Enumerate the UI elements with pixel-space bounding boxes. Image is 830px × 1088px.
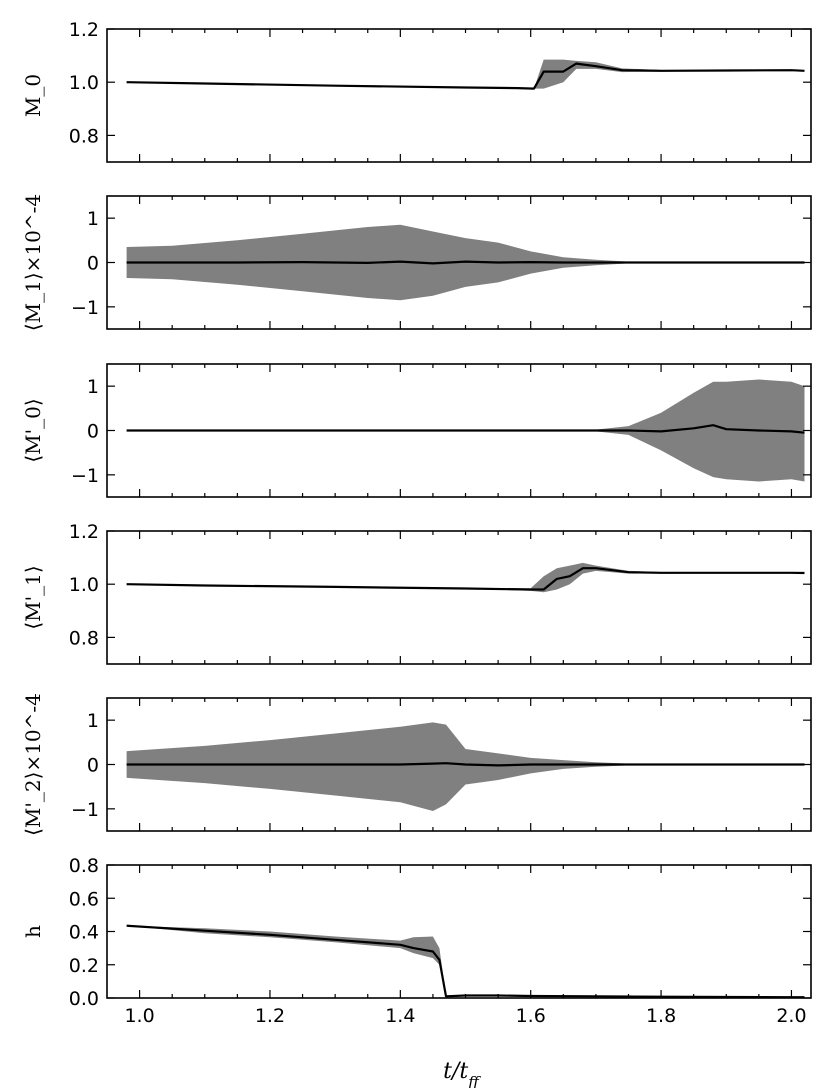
x-tick-label: 1.6 <box>516 1005 546 1027</box>
panel-2-y-label: ⟨M_1⟩×10^-4 <box>21 194 45 331</box>
x-tick-label: 2.0 <box>776 1005 806 1027</box>
panel-1-frame <box>106 28 812 163</box>
panel-3: −1 0 1 ⟨M'_0⟩ <box>21 363 812 498</box>
y-tick-label: 0.8 <box>69 627 99 649</box>
panel-4-y-label: ⟨M'_1⟩ <box>21 565 45 629</box>
y-tick-label: 0.2 <box>69 955 99 977</box>
x-tick-label: 1.8 <box>646 1005 676 1027</box>
panel-2: −1 0 1 ⟨M_1⟩×10^-4 <box>21 194 812 331</box>
y-tick-label: 1.0 <box>69 574 99 596</box>
y-tick-label: 1.0 <box>69 72 99 94</box>
y-tick-label: 0 <box>87 421 99 443</box>
panel-1: 0.8 1.0 1.2 M_0 <box>21 19 812 163</box>
y-tick-label: 0 <box>87 755 99 777</box>
y-tick-label: 0 <box>87 253 99 275</box>
x-tick-label: 1.4 <box>385 1005 415 1027</box>
y-tick-label: 0.4 <box>69 922 99 944</box>
y-tick-label: 1 <box>87 376 99 398</box>
panel-6-y-label: h <box>21 925 45 938</box>
panel-6-mean-line <box>126 924 805 999</box>
y-tick-label: 0.8 <box>69 125 99 147</box>
panel-1-mean-line <box>126 62 805 90</box>
x-tick-label: 1.2 <box>255 1005 285 1027</box>
y-tick-label: −1 <box>71 297 99 319</box>
panel-2-mean-line <box>126 260 805 265</box>
panel-1-y-label: M_0 <box>21 74 45 117</box>
panels: 0.8 1.0 1.2 M_0 −1 0 1 ⟨M_1⟩×10^-4 −1 0 1 ⟨M'_0⟩ 0.8… <box>21 19 812 1027</box>
panel-6: 0.0 0.2 0.4 0.6 0.8 h <box>21 855 812 1010</box>
y-tick-label: −1 <box>71 799 99 821</box>
panel-5-mean-line <box>126 762 805 767</box>
panel-5-spread-band <box>126 722 805 811</box>
y-tick-label: 1 <box>87 208 99 230</box>
y-tick-label: −1 <box>71 465 99 487</box>
y-tick-label: 1 <box>87 710 99 732</box>
panel-4: 0.8 1.0 1.2 ⟨M'_1⟩ <box>21 521 812 665</box>
panel-6-spread-band <box>126 925 805 998</box>
x-axis-label: t/tff <box>443 1059 481 1088</box>
panel-3-mean-line <box>126 424 805 434</box>
y-tick-label: 0.0 <box>69 988 99 1010</box>
panel-5-y-label: ⟨M'_2⟩×10^-4 <box>21 693 45 836</box>
x-tick-label: 1.0 <box>124 1005 154 1027</box>
panel-5: −1 0 1 ⟨M'_2⟩×10^-4 <box>21 693 812 836</box>
y-tick-label: 0.8 <box>69 855 99 877</box>
panel-4-frame <box>106 530 812 665</box>
y-tick-label: 0.6 <box>69 888 99 910</box>
panel-4-mean-line <box>126 567 805 591</box>
y-tick-label: 1.2 <box>69 19 99 41</box>
y-tick-label: 1.2 <box>69 521 99 543</box>
panel-3-y-label: ⟨M'_0⟩ <box>21 398 45 462</box>
